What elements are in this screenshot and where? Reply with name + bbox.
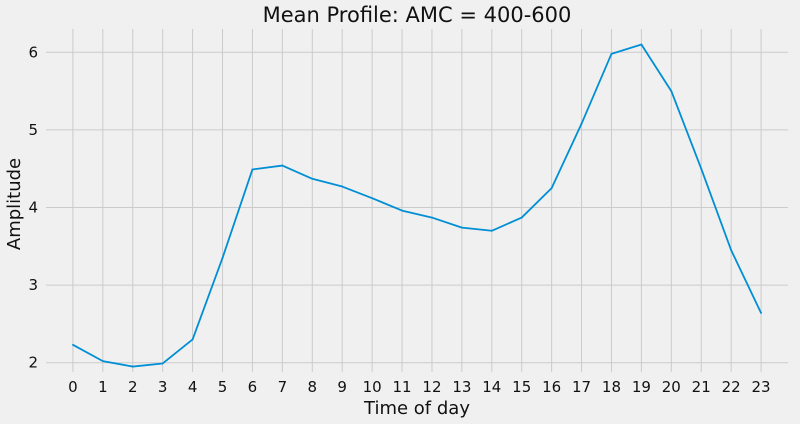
x-tick-label: 4 [188, 378, 198, 396]
data-point [371, 197, 374, 200]
chart-title: Mean Profile: AMC = 400-600 [263, 3, 572, 27]
data-point [460, 226, 463, 229]
data-point [520, 216, 523, 219]
y-axis-label: Amplitude [4, 158, 25, 250]
series-line [72, 43, 762, 368]
x-tick-labels: 0 1 2 3 4 5 6 7 8 9 10 11 12 13 14 15 16 17 18 19 20 21 22 23 [68, 378, 770, 396]
data-point [221, 257, 224, 259]
data-point [640, 43, 643, 46]
x-tick-label: 13 [452, 378, 471, 396]
grid [46, 29, 788, 372]
x-tick-label: 7 [278, 378, 288, 396]
x-tick-label: 11 [392, 378, 411, 396]
data-point [431, 216, 433, 219]
x-tick-label: 9 [337, 378, 347, 396]
y-tick-label: 5 [28, 121, 38, 139]
y-tick-label: 4 [28, 198, 38, 216]
data-point [670, 90, 673, 92]
x-tick-label: 2 [128, 378, 138, 396]
data-point [490, 229, 493, 232]
y-tick-labels: 2 3 4 5 6 [28, 43, 38, 371]
x-tick-label: 22 [722, 378, 741, 396]
x-tick-label: 6 [248, 378, 258, 396]
x-tick-label: 10 [363, 378, 382, 396]
x-tick-label: 23 [752, 378, 771, 396]
x-tick-label: 5 [218, 378, 228, 396]
x-tick-label: 15 [512, 378, 531, 396]
data-point [730, 249, 733, 252]
x-tick-label: 0 [68, 378, 78, 396]
x-tick-label: 17 [572, 378, 591, 396]
y-tick-label: 3 [28, 276, 38, 294]
x-tick-label: 21 [692, 378, 711, 396]
data-point [161, 362, 164, 365]
data-point [700, 167, 703, 170]
x-tick-label: 18 [602, 378, 621, 396]
x-tick-label: 12 [422, 378, 441, 396]
data-point [131, 365, 134, 368]
data-point [550, 187, 553, 189]
y-tick-label: 6 [28, 43, 38, 61]
x-tick-label: 1 [98, 378, 108, 396]
data-point [281, 164, 284, 167]
data-point [101, 360, 104, 363]
y-tick-label: 2 [28, 354, 38, 372]
data-point [760, 312, 762, 314]
data-point [610, 52, 613, 55]
data-point [580, 122, 583, 125]
x-tick-label: 16 [542, 378, 561, 396]
data-point [401, 209, 403, 212]
data-point [72, 343, 74, 346]
series-group [72, 43, 762, 368]
x-tick-label: 8 [308, 378, 318, 396]
x-tick-label: 3 [158, 378, 168, 396]
x-tick-label: 20 [662, 378, 681, 396]
data-point [341, 185, 344, 188]
x-tick-label: 14 [482, 378, 501, 396]
data-point [311, 177, 314, 180]
data-point [191, 338, 194, 341]
data-point [251, 168, 254, 171]
x-tick-label: 19 [632, 378, 651, 396]
x-axis-label: Time of day [363, 398, 470, 419]
